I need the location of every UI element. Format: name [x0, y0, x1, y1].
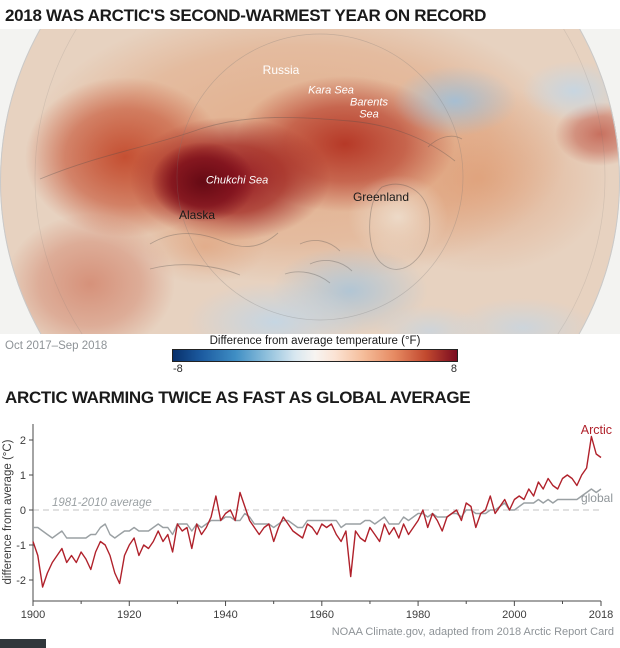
y-tick-label: 1 [20, 470, 26, 482]
axes [32, 424, 601, 602]
y-tick-label: 0 [20, 505, 26, 517]
colorbar-gradient [172, 348, 458, 362]
map-label-greenland: Greenland [352, 189, 410, 204]
map-date-range: Oct 2017–Sep 2018 [5, 339, 108, 352]
arctic-anomaly-map: Russia Kara Sea Barents Sea Chukchi Sea Green… [0, 28, 620, 334]
y-tick-label: 2 [20, 435, 26, 447]
footer: NOAA Climate.gov, adapted from 2018 Arct… [0, 622, 620, 648]
map-label-sea: Sea [359, 108, 379, 121]
x-tick-label: 1920 [117, 609, 141, 621]
colorbar-ticks: -8 8 [172, 363, 458, 375]
map-label-chukchi-sea: Chukchi Sea [205, 174, 269, 187]
arctic-series-line [32, 435, 602, 588]
globe [0, 28, 620, 334]
map-label-russia: Russia [262, 62, 300, 77]
map-label-alaska: Alaska [178, 207, 216, 222]
avg-line-label: 1981-2010 average [52, 497, 152, 509]
global-series-label: global [581, 491, 613, 505]
trend-chart: 1981-2010 average -2 -1 0 1 2 1900 1920 1940 1960… [0, 410, 620, 622]
map-label-barents: Barents [350, 96, 388, 109]
noaa-logo-strip [0, 639, 46, 648]
y-axis-title: difference from average (°C) [2, 439, 14, 584]
x-tick-label: 1980 [406, 609, 430, 621]
colorbar: Difference from average temperature (°F)… [172, 335, 458, 375]
globe-map-graphic [0, 28, 620, 334]
graticule [34, 28, 606, 334]
arctic-series-label: Arctic [581, 423, 612, 437]
map-title: 2018 WAS ARCTIC'S SECOND-WARMEST YEAR ON… [5, 6, 487, 25]
map-label-kara-sea: Kara Sea [308, 84, 354, 97]
colorbar-max-label: 8 [450, 362, 457, 375]
trend-chart-graphic: 1981-2010 average -2 -1 0 1 2 1900 1920 1940 1960… [2, 423, 613, 621]
legend-row: Oct 2017–Sep 2018 Difference from averag… [0, 334, 620, 378]
x-tick-label: 1900 [21, 609, 45, 621]
x-tick-label: 2000 [502, 609, 526, 621]
coastlines [39, 116, 463, 283]
y-tick-label: -1 [16, 540, 26, 552]
colorbar-label: Difference from average temperature (°F) [209, 334, 421, 347]
colorbar-min-label: -8 [173, 362, 183, 375]
x-tick-label: 1960 [310, 609, 334, 621]
y-tick-label: -2 [16, 575, 26, 587]
chart-title: ARCTIC WARMING TWICE AS FAST AS GLOBAL A… [5, 387, 471, 407]
global-series-line [33, 488, 602, 539]
x-tick-label: 2018 [589, 609, 613, 621]
credit-text: NOAA Climate.gov, adapted from 2018 Arct… [331, 626, 614, 639]
x-tick-label: 1940 [213, 609, 237, 621]
